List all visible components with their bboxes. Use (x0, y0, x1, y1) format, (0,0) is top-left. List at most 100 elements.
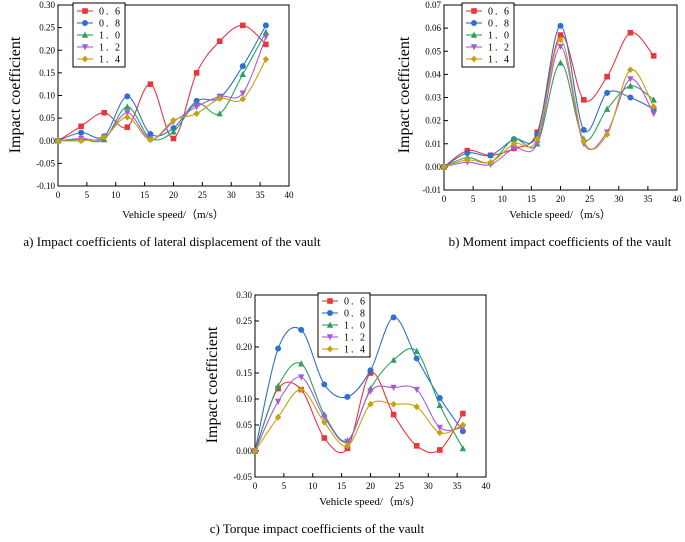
x-tick-label: 5 (85, 190, 90, 200)
data-point (367, 367, 374, 374)
data-point (440, 163, 448, 171)
data-point (603, 105, 611, 112)
data-point (510, 135, 518, 142)
series-0 (55, 22, 269, 144)
x-tick-label: 0 (253, 481, 258, 491)
legend-item: 0. 8 (77, 19, 120, 30)
legend-marker (82, 20, 88, 26)
data-point (557, 59, 564, 66)
legend-marker (471, 8, 477, 14)
chart-a: 0 5 10 15 20 25 30 35 40 -0.10 -0.05 0.00 0.05 0.10 0.… (7, 0, 321, 249)
data-point (437, 447, 443, 453)
legend-marker (326, 345, 334, 353)
data-point (193, 104, 200, 111)
legend-label: 1. 2 (488, 43, 511, 54)
legend-item: 0. 6 (322, 297, 365, 308)
legend-label: 1. 4 (488, 55, 511, 66)
data-point (124, 113, 131, 121)
data-point (274, 413, 282, 421)
data-point (124, 109, 131, 117)
data-point (321, 381, 328, 388)
x-tick-label: 30 (227, 190, 237, 200)
data-point (580, 138, 587, 145)
y-tick-label: 0.05 (425, 46, 441, 56)
data-point (274, 398, 282, 405)
legend-item: 0. 6 (466, 7, 509, 18)
legend-marker (470, 55, 478, 63)
y-tick-label: 0.10 (39, 91, 55, 101)
legend-marker (81, 31, 89, 38)
y-tick-label: 0.01 (425, 139, 441, 149)
x-tick-label: 30 (614, 194, 624, 204)
y-tick-label: 0.20 (39, 45, 55, 55)
data-point (487, 158, 494, 166)
data-point (459, 445, 467, 452)
data-point (216, 95, 223, 103)
legend-item: 0. 6 (77, 7, 120, 18)
legend-label: 1. 0 (488, 31, 511, 42)
data-point (390, 356, 397, 363)
y-tick-label: 0.00 (236, 446, 252, 456)
data-point (510, 145, 518, 152)
x-tick-label: 20 (366, 481, 376, 491)
series-4 (251, 386, 467, 455)
series-line (443, 32, 655, 168)
y-tick-label: -0.05 (36, 158, 55, 168)
series-line (254, 389, 464, 452)
data-point (436, 394, 443, 401)
data-point (436, 424, 443, 431)
x-tick-label: 10 (308, 481, 318, 491)
caption: c) Torque impact coefficients of the vau… (210, 521, 425, 536)
data-point (262, 22, 269, 29)
data-point (603, 131, 611, 138)
legend-item: 0. 8 (466, 19, 511, 30)
x-tick-label: 0 (442, 194, 447, 204)
data-point (580, 126, 587, 133)
legend-label: 1. 4 (344, 345, 367, 356)
y-tick-label: 0.05 (236, 420, 252, 430)
data-point (239, 90, 246, 97)
x-tick-label: 25 (198, 190, 208, 200)
data-point (344, 442, 351, 450)
y-tick-label: 0.10 (236, 394, 252, 404)
data-point (650, 110, 657, 118)
data-point (275, 345, 282, 352)
data-point (464, 150, 471, 156)
x-tick-label: 15 (140, 190, 150, 200)
data-point (413, 403, 420, 411)
legend-marker (82, 8, 88, 14)
legend-item: 1. 4 (322, 345, 367, 356)
y-tick-label: 0.30 (236, 290, 252, 300)
legend-item: 1. 2 (322, 333, 367, 344)
x-tick-label: 15 (527, 194, 537, 204)
legend-label: 1. 0 (344, 321, 367, 332)
data-point (78, 123, 84, 130)
x-tick-label: 20 (169, 190, 179, 200)
data-point (147, 81, 154, 87)
series-line (254, 347, 464, 452)
data-point (413, 355, 420, 362)
data-point (557, 22, 564, 29)
legend-item: 1. 2 (466, 43, 511, 54)
legend-label: 1. 2 (344, 333, 367, 344)
legend-label: 0. 8 (488, 19, 511, 30)
caption: a) Impact coefficients of lateral displa… (23, 234, 321, 249)
data-point (321, 414, 328, 421)
legend-marker (326, 334, 334, 341)
data-point (101, 109, 107, 116)
data-point (344, 438, 351, 446)
legend-item: 1. 4 (466, 55, 511, 66)
data-point (510, 140, 518, 148)
x-tick-label: 5 (471, 194, 476, 204)
data-point (101, 133, 108, 141)
data-point (627, 82, 634, 89)
data-point (170, 116, 177, 124)
data-point (124, 124, 131, 130)
y-tick-label: 0.02 (425, 116, 441, 126)
series-0 (252, 370, 466, 454)
x-axis-label: Vehicle speed/（m/s） (319, 495, 421, 508)
data-point (147, 136, 154, 144)
data-point (298, 374, 305, 381)
data-point (193, 70, 200, 76)
